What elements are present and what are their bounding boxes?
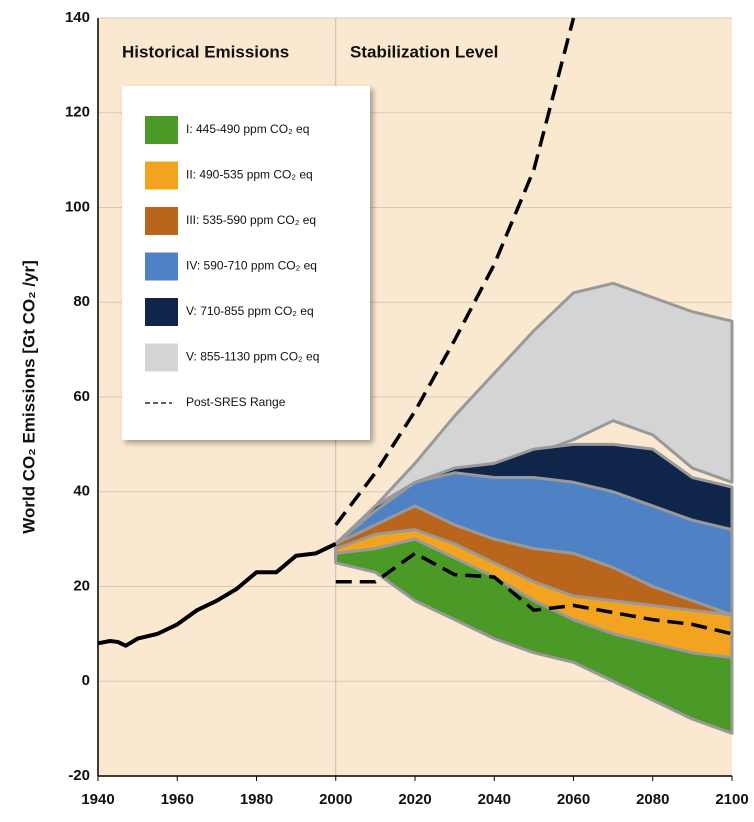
- x-tick-label: 1940: [81, 791, 114, 808]
- legend-label: V: 855-1130 ppm CO₂ eq: [186, 350, 319, 364]
- x-tick-label: 2040: [478, 791, 511, 808]
- y-tick-label: 20: [73, 577, 90, 594]
- range-line: [334, 17, 576, 526]
- legend-label: Post-SRES Range: [186, 395, 286, 409]
- legend-swatch: [145, 207, 178, 235]
- y-tick-label: -20: [68, 767, 90, 784]
- y-axis-label: World CO₂ Emissions [Gt CO₂ /yr]: [19, 260, 38, 534]
- legend-swatch: [145, 343, 178, 372]
- legend-swatch: [145, 298, 178, 326]
- legend-label: I: 445-490 ppm CO₂ eq: [186, 122, 309, 136]
- historical-line: [97, 542, 337, 648]
- x-tick-label: 2000: [319, 791, 352, 808]
- x-tick-label: 2020: [398, 791, 431, 808]
- legend-swatch: [145, 252, 178, 281]
- y-tick-label: 100: [65, 198, 90, 215]
- y-tick-label: 80: [73, 293, 90, 310]
- legend-label: II: 490-535 ppm CO₂ eq: [186, 168, 313, 182]
- x-tick-label: 2060: [557, 791, 590, 808]
- y-tick-label: 40: [73, 483, 90, 500]
- annotation: Stabilization Level: [350, 42, 498, 61]
- y-tick-label: 60: [73, 388, 90, 405]
- band: [334, 537, 734, 735]
- x-tick-label: 2080: [636, 791, 669, 808]
- annotation: Historical Emissions: [122, 42, 289, 61]
- x-tick-label: 1960: [161, 791, 194, 808]
- legend-label: V: 710-855 ppm CO₂ eq: [186, 304, 314, 318]
- x-tick-label: 1980: [240, 791, 273, 808]
- y-tick-label: 0: [82, 672, 90, 689]
- y-tick-label: 120: [65, 104, 90, 121]
- range-line: [335, 551, 733, 636]
- legend-swatch: [145, 116, 178, 144]
- x-tick-label: 2100: [715, 791, 748, 808]
- legend-swatch: [145, 161, 178, 190]
- y-tick-label: 140: [65, 9, 90, 26]
- legend-label: III: 535-590 ppm CO₂ eq: [186, 213, 316, 227]
- legend-label: IV: 590-710 ppm CO₂ eq: [186, 259, 317, 273]
